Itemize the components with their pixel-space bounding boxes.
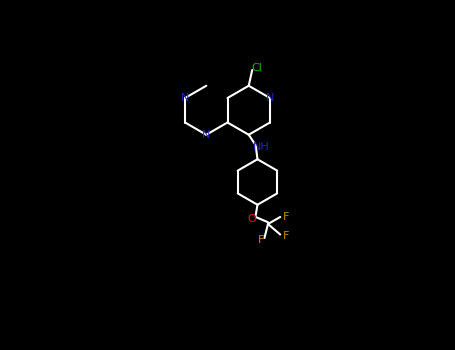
Text: F: F: [283, 231, 290, 241]
Text: N: N: [202, 130, 211, 140]
Text: Cl: Cl: [251, 63, 262, 73]
Text: N: N: [181, 93, 189, 103]
Text: F: F: [283, 212, 290, 222]
Text: NH: NH: [253, 142, 269, 152]
Text: F: F: [258, 235, 264, 245]
Text: O: O: [248, 214, 257, 224]
Text: N: N: [266, 93, 274, 103]
